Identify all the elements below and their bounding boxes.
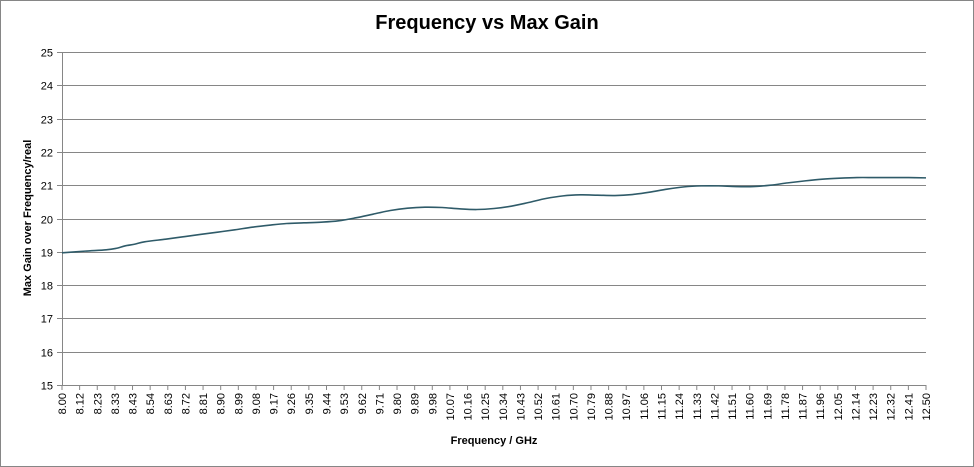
x-tick-label: 12.41 <box>903 393 915 421</box>
y-tick-label: 22 <box>41 148 53 160</box>
x-tick-label: 12.05 <box>833 393 845 421</box>
x-tick-label: 10.34 <box>498 393 510 421</box>
x-tick-label: 8.63 <box>163 393 175 414</box>
y-tick-label: 15 <box>41 381 53 393</box>
x-tick-label: 12.14 <box>850 393 862 421</box>
x-tick-label: 9.71 <box>374 393 386 414</box>
x-tick-label: 11.87 <box>798 393 810 420</box>
x-tick-label: 12.32 <box>886 393 898 421</box>
x-tick-label: 8.00 <box>57 393 69 414</box>
y-tick-label: 16 <box>41 348 53 360</box>
x-tick-label: 9.44 <box>321 393 333 414</box>
x-tick-label: 11.15 <box>657 393 669 420</box>
x-tick-label: 9.80 <box>392 393 404 414</box>
y-tick-label: 23 <box>41 115 53 127</box>
x-tick-label: 8.90 <box>216 393 228 414</box>
x-tick-label: 11.33 <box>692 393 704 420</box>
x-tick-label: 11.69 <box>762 393 774 420</box>
x-tick-label: 8.23 <box>92 393 104 414</box>
x-tick-label: 9.26 <box>286 393 298 414</box>
x-tick-label: 10.97 <box>621 393 633 421</box>
x-tick-label: 8.72 <box>180 393 192 414</box>
y-tick-label: 24 <box>41 81 53 93</box>
y-tick-label: 20 <box>41 215 53 227</box>
x-tick-label: 8.43 <box>128 393 140 414</box>
series-line <box>61 176 927 254</box>
x-tick-label: 9.17 <box>269 393 281 414</box>
x-axis-title: Frequency / GHz <box>450 435 538 447</box>
x-tick-label: 8.99 <box>233 393 245 414</box>
gridlines <box>62 52 926 353</box>
x-tick-labels: 8.00 8.12 8.23 8.33 8.43 8.54 8.63 8.72 8.81 8.90… <box>57 393 933 421</box>
x-tick-label: 10.88 <box>604 393 616 421</box>
x-tick-label: 11.42 <box>709 393 721 420</box>
x-tick-label: 9.53 <box>339 393 351 414</box>
x-tick-label: 8.54 <box>145 393 157 414</box>
x-tick-label: 10.52 <box>533 393 545 421</box>
x-tick-label: 10.07 <box>445 393 457 421</box>
x-tick-label: 10.43 <box>515 393 527 421</box>
x-tick-label: 10.61 <box>551 393 563 421</box>
y-tick-label: 25 <box>41 48 53 60</box>
x-tick-label: 11.60 <box>745 393 757 420</box>
x-tick-label: 11.78 <box>780 393 792 420</box>
x-tick-label: 9.89 <box>410 393 422 414</box>
x-tick-label: 11.06 <box>639 393 651 420</box>
y-tick-label: 17 <box>41 314 53 326</box>
x-tick-label: 9.08 <box>251 393 263 414</box>
y-tick-label: 18 <box>41 281 53 293</box>
x-tick-label: 11.51 <box>727 393 739 420</box>
x-tick-label: 11.24 <box>674 393 686 420</box>
x-tick-label: 8.33 <box>110 393 122 414</box>
x-tick-label: 10.16 <box>463 393 475 421</box>
series-layer <box>61 176 927 254</box>
y-tick-labels: 15 16 17 18 19 20 21 22 23 24 25 <box>41 48 53 393</box>
x-tick-label: 9.35 <box>304 393 316 414</box>
x-tick-label: 9.98 <box>427 393 439 414</box>
y-tick-label: 21 <box>41 181 53 193</box>
axes <box>57 52 927 390</box>
x-tick-label: 8.12 <box>75 393 87 414</box>
x-tick-label: 12.50 <box>921 393 933 421</box>
chart-title: Frequency vs Max Gain <box>375 12 599 34</box>
x-tick-label: 9.62 <box>357 393 369 414</box>
x-tick-label: 12.23 <box>868 393 880 421</box>
x-tick-label: 10.25 <box>480 393 492 421</box>
x-tick-label: 11.96 <box>815 393 827 420</box>
x-tick-label: 10.79 <box>586 393 598 421</box>
y-tick-label: 19 <box>41 248 53 260</box>
x-tick-label: 10.70 <box>568 393 580 421</box>
x-tick-label: 8.81 <box>198 393 210 414</box>
